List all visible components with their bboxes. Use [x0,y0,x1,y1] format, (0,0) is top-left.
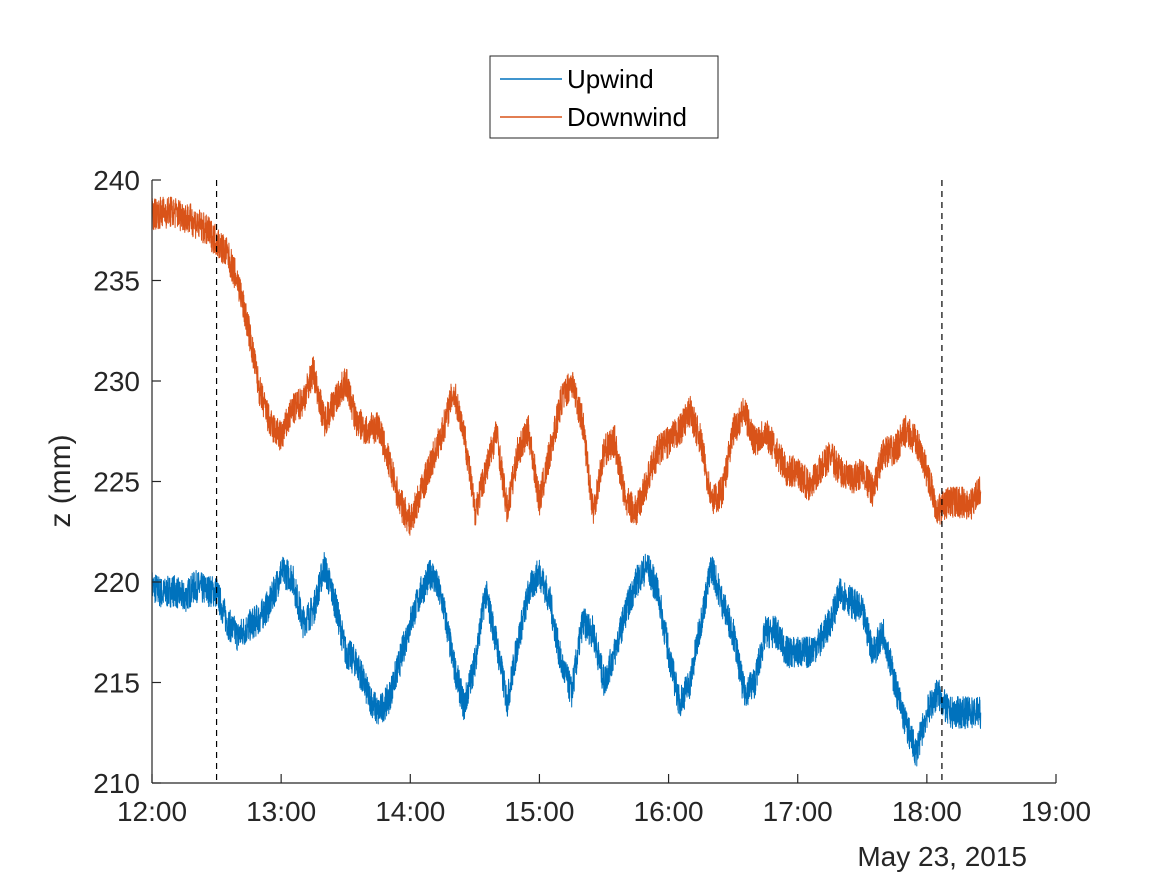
x-tick-label: 12:00 [117,796,187,827]
y-axis-label: z (mm) [44,434,77,527]
y-tick-label: 220 [93,567,140,598]
y-tick-label: 235 [93,266,140,297]
x-tick-label: 13:00 [246,796,316,827]
reference-lines [215,180,943,783]
y-tick-label: 240 [93,165,140,196]
y-ticks: 210 215 220 225 230 235 240 [93,165,161,799]
x-tick-label: 16:00 [634,796,704,827]
y-tick-label: 225 [93,467,140,498]
y-tick-label: 230 [93,366,140,397]
series-layer [151,196,982,767]
legend-label-upwind: Upwind [567,64,654,94]
series-line-downwind [151,196,982,536]
series-line-upwind [151,552,982,767]
legend-label-downwind: Downwind [567,102,687,132]
x-tick-label: 18:00 [892,796,962,827]
legend: Upwind Downwind [489,55,719,139]
y-tick-label: 210 [93,768,140,799]
x-tick-label: 19:00 [1021,796,1091,827]
x-ticks: 12:00 13:00 14:00 15:00 16:00 17:00 18:00 19:00 [117,774,1091,827]
x-tick-label: 15:00 [504,796,574,827]
legend-box [489,55,719,139]
y-tick-label: 215 [93,668,140,699]
date-label: May 23, 2015 [857,841,1027,872]
x-tick-label: 17:00 [763,796,833,827]
x-tick-label: 14:00 [375,796,445,827]
